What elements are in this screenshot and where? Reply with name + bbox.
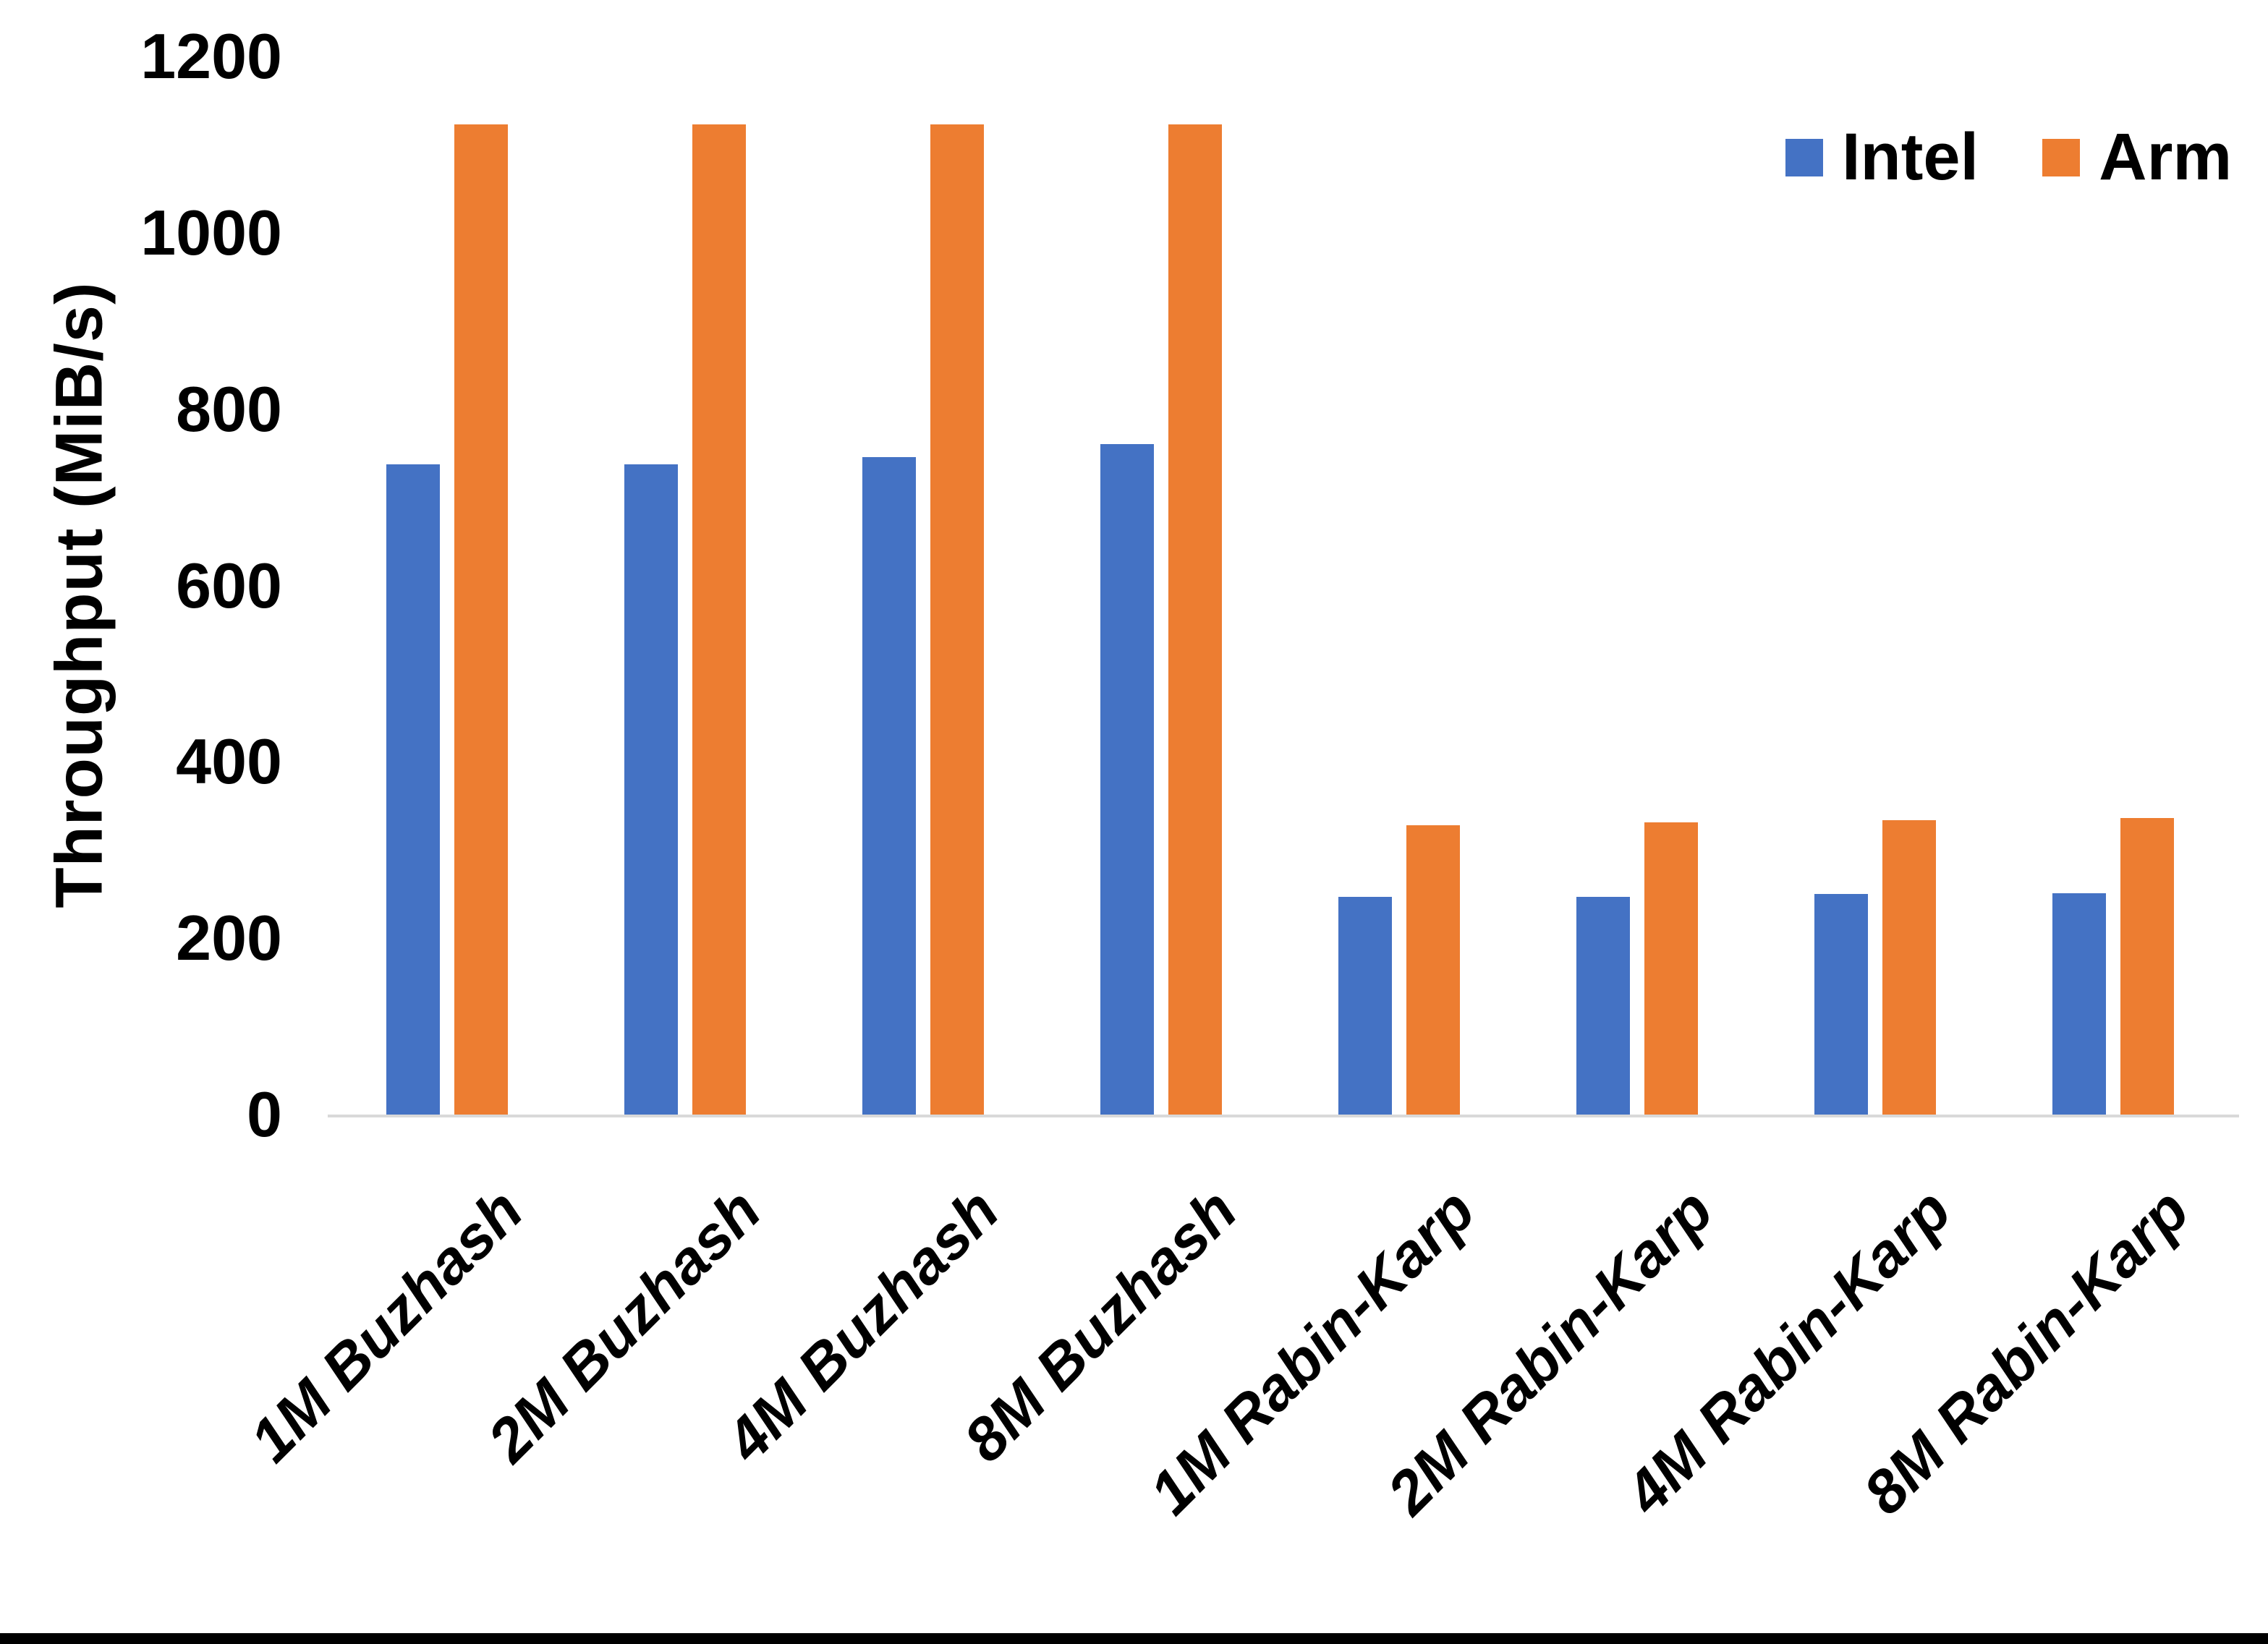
y-tick-label: 1200	[140, 20, 282, 92]
bar-arm-7	[1882, 819, 1936, 1115]
bar-intel-2	[624, 464, 678, 1115]
bar-arm-6	[1644, 822, 1698, 1115]
y-tick-label: 800	[176, 372, 282, 445]
bar-intel-6	[1576, 896, 1630, 1115]
legend: Intel Arm	[1785, 119, 2232, 195]
legend-label: Arm	[2099, 120, 2233, 194]
bar-intel-7	[1814, 894, 1868, 1115]
legend-item-arm: Arm	[2042, 119, 2232, 195]
bar-arm-4	[1168, 124, 1222, 1115]
bottom-border	[0, 1633, 2268, 1644]
bar-arm-2	[692, 124, 746, 1115]
bar-arm-3	[930, 124, 984, 1115]
y-tick-label: 600	[176, 549, 282, 621]
bar-intel-3	[862, 456, 916, 1115]
bar-arm-5	[1406, 825, 1460, 1115]
bar-arm-8	[2120, 818, 2174, 1115]
bar-intel-8	[2052, 893, 2106, 1115]
bar-intel-1	[386, 464, 440, 1115]
bar-intel-5	[1338, 896, 1392, 1115]
y-tick-label: 200	[176, 902, 282, 974]
y-tick-label: 1000	[140, 196, 282, 268]
bar-intel-4	[1100, 444, 1154, 1115]
legend-label: Intel	[1842, 120, 1979, 194]
y-tick-label: 400	[176, 725, 282, 798]
legend-swatch-icon	[1785, 138, 1823, 176]
legend-swatch-icon	[2042, 138, 2081, 176]
legend-item-intel: Intel	[1785, 119, 1979, 195]
y-tick-label: 0	[247, 1078, 282, 1150]
x-axis-line	[328, 1115, 2239, 1117]
bar-arm-1	[454, 124, 508, 1115]
